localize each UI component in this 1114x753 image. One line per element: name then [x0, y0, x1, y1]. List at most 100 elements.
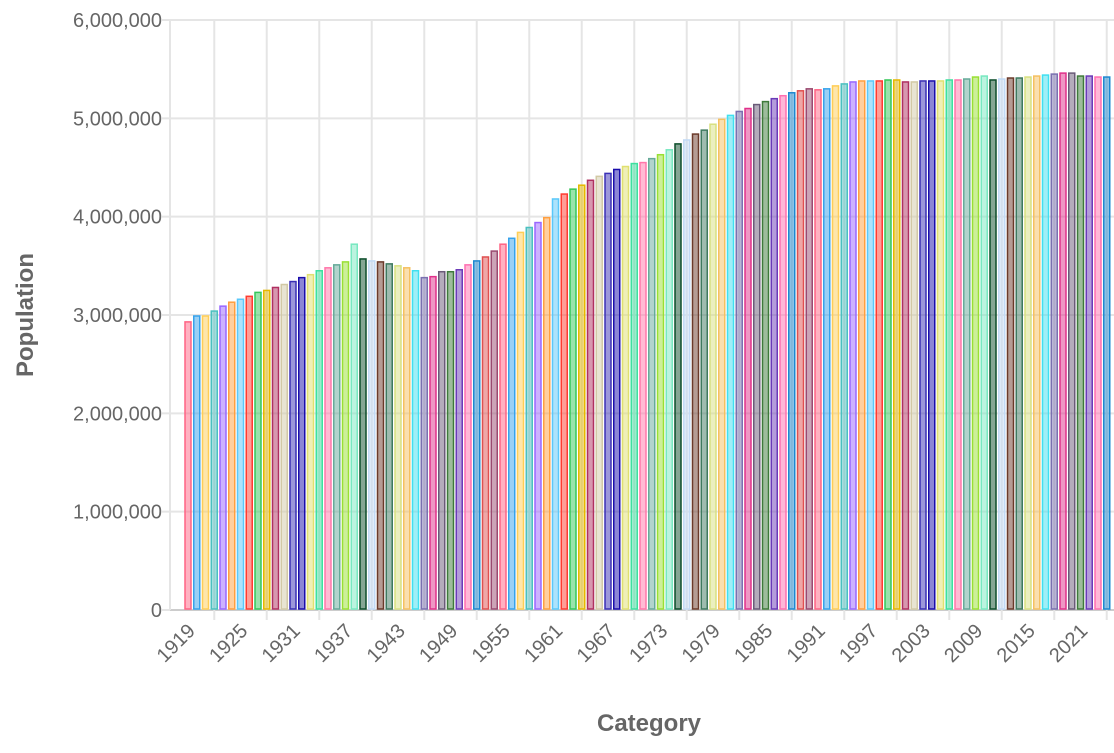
- bar-1946: [446, 270, 455, 610]
- bar-2007: [980, 75, 988, 610]
- y-tick-label: 4,000,000: [73, 207, 162, 229]
- bar-1992: [849, 81, 857, 610]
- x-tick-label: 1967: [573, 620, 620, 667]
- bar-2002: [936, 80, 945, 610]
- bar-2004: [954, 79, 962, 610]
- bar-1952: [499, 243, 507, 610]
- bar-1972: [674, 143, 682, 610]
- bar-1979: [735, 110, 743, 610]
- bar-1998: [901, 81, 910, 610]
- bar-1966: [621, 165, 630, 610]
- bar-1950: [481, 256, 490, 610]
- bar-1981: [753, 103, 761, 610]
- bar-1969: [648, 157, 656, 610]
- bar-1986: [796, 90, 805, 610]
- bar-1917: [193, 315, 201, 610]
- x-axis-title: Category: [597, 710, 702, 737]
- bar-1916: [184, 321, 192, 610]
- bar-1984: [779, 94, 787, 610]
- bar-1947: [455, 269, 463, 610]
- bar-2005: [963, 78, 971, 610]
- bar-1965: [613, 168, 621, 610]
- bar-2014: [1041, 74, 1050, 610]
- bar-1988: [814, 89, 822, 610]
- y-axis: 0 1,000,000 2,000,000 3,000,000 4,000,000 5,0…: [73, 10, 170, 622]
- bar-1944: [429, 275, 437, 610]
- bar-1919: [210, 310, 218, 610]
- bar-1987: [805, 88, 813, 610]
- bar-1929: [298, 276, 306, 610]
- bar-1983: [770, 97, 778, 610]
- bar-1930: [306, 273, 315, 610]
- bar-1999: [910, 81, 918, 610]
- bars: [184, 72, 1111, 610]
- bar-1993: [858, 80, 866, 610]
- bar-1945: [438, 270, 446, 610]
- x-tick-label: 1937: [310, 620, 357, 667]
- bar-2001: [928, 80, 936, 610]
- x-tick-label: 2009: [940, 620, 987, 667]
- bar-2010: [1006, 77, 1015, 610]
- bar-1976: [709, 123, 717, 610]
- bar-1921: [228, 301, 236, 610]
- bar-1920: [219, 305, 227, 610]
- bar-1925: [263, 289, 271, 610]
- y-axis-title: Population: [12, 253, 39, 377]
- bar-2006: [971, 76, 980, 610]
- bar-1932: [324, 267, 332, 610]
- bar-1995: [875, 80, 883, 610]
- bar-1961: [578, 184, 586, 610]
- bar-2003: [945, 79, 953, 610]
- bar-1997: [893, 79, 901, 610]
- x-tick-label: 1985: [730, 620, 777, 667]
- bar-1973: [683, 139, 691, 610]
- bar-1967: [630, 162, 638, 610]
- bar-1934: [341, 261, 350, 610]
- bar-1943: [420, 276, 428, 610]
- bar-2000: [919, 80, 927, 610]
- x-tick-label: 1991: [783, 620, 830, 667]
- bar-1928: [289, 280, 297, 610]
- x-tick-label: 1919: [153, 620, 200, 667]
- bar-2016: [1059, 72, 1067, 610]
- bar-1959: [560, 193, 568, 610]
- bar-1948: [464, 264, 472, 610]
- bar-2017: [1068, 72, 1076, 610]
- bar-1922: [236, 298, 245, 610]
- bar-1978: [726, 114, 735, 610]
- bar-2015: [1050, 73, 1058, 610]
- bar-1939: [385, 263, 393, 610]
- bar-2021: [1103, 76, 1111, 610]
- y-tick-label: 3,000,000: [73, 305, 162, 327]
- bar-2020: [1094, 76, 1102, 610]
- x-tick-label: 1979: [678, 620, 725, 667]
- bar-1924: [254, 291, 262, 610]
- bar-1935: [350, 243, 358, 610]
- x-tick-label: 1973: [625, 620, 672, 667]
- bar-1996: [884, 79, 892, 610]
- bar-1971: [665, 149, 673, 610]
- bar-1980: [744, 107, 752, 610]
- bar-1951: [490, 250, 498, 610]
- bar-1975: [700, 129, 708, 610]
- y-tick-label: 5,000,000: [73, 108, 162, 130]
- bar-1941: [403, 267, 411, 610]
- bar-1954: [516, 231, 525, 610]
- bar-1927: [280, 283, 288, 610]
- x-tick-label: 1997: [835, 620, 882, 667]
- x-tick-label: 1955: [468, 620, 515, 667]
- bar-1956: [534, 221, 542, 610]
- bar-1938: [376, 261, 385, 610]
- bar-1923: [245, 295, 253, 610]
- x-tick-label: 1949: [415, 620, 462, 667]
- x-tick-label: 2003: [888, 620, 935, 667]
- bar-1963: [595, 175, 603, 610]
- x-tick-label: 1931: [258, 620, 305, 667]
- bar-1918: [201, 315, 210, 610]
- bar-1958: [551, 198, 560, 610]
- bar-1960: [569, 188, 577, 610]
- y-tick-label: 0: [151, 600, 162, 622]
- bar-1955: [525, 226, 533, 610]
- bar-1931: [315, 270, 323, 610]
